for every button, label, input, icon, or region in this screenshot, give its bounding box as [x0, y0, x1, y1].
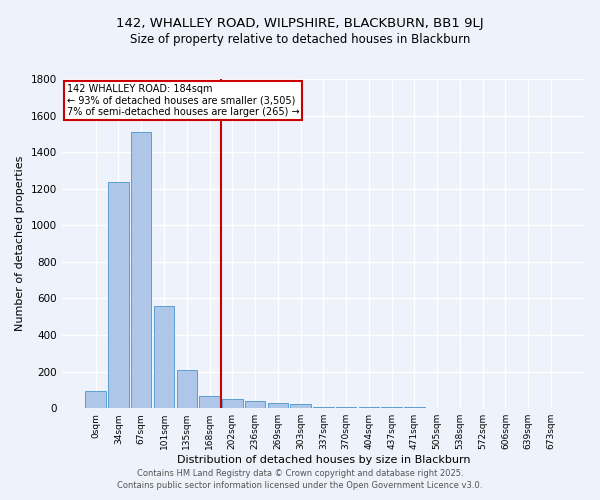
Text: 142 WHALLEY ROAD: 184sqm
← 93% of detached houses are smaller (3,505)
7% of semi: 142 WHALLEY ROAD: 184sqm ← 93% of detach… [67, 84, 299, 117]
Bar [131, 132, 151, 408]
X-axis label: Distribution of detached houses by size in Blackburn: Distribution of detached houses by size … [176, 455, 470, 465]
Bar [222, 399, 242, 408]
Bar [176, 370, 197, 408]
Bar [154, 306, 174, 408]
Bar [199, 396, 220, 408]
Bar [268, 402, 288, 408]
Bar [108, 182, 129, 408]
Y-axis label: Number of detached properties: Number of detached properties [15, 156, 25, 332]
Bar [245, 401, 265, 408]
Bar [85, 391, 106, 408]
Bar [290, 404, 311, 408]
Text: 142, WHALLEY ROAD, WILPSHIRE, BLACKBURN, BB1 9LJ: 142, WHALLEY ROAD, WILPSHIRE, BLACKBURN,… [116, 18, 484, 30]
Text: Size of property relative to detached houses in Blackburn: Size of property relative to detached ho… [130, 32, 470, 46]
Text: Contains HM Land Registry data © Crown copyright and database right 2025.
Contai: Contains HM Land Registry data © Crown c… [118, 468, 482, 490]
